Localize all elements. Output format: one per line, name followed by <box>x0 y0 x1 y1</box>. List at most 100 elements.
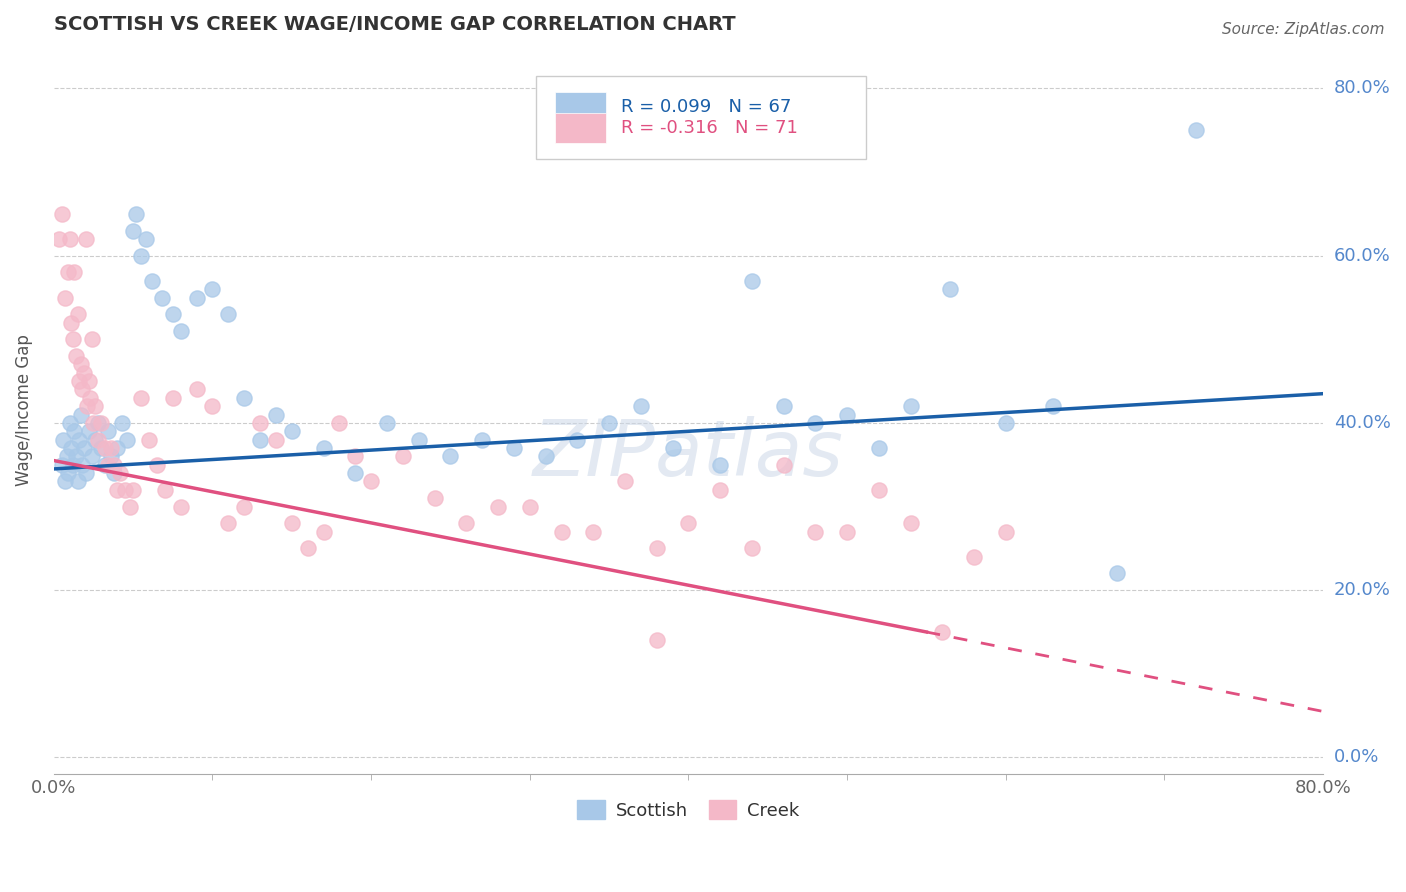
Legend: Scottish, Creek: Scottish, Creek <box>571 793 807 827</box>
Point <box>519 500 541 514</box>
Point <box>201 399 224 413</box>
Point <box>360 475 382 489</box>
Point <box>51 458 73 472</box>
Point <box>217 307 239 321</box>
Point <box>312 524 335 539</box>
Bar <box>555 92 606 122</box>
Point <box>55 450 77 464</box>
Point <box>772 458 794 472</box>
Point <box>103 458 125 472</box>
Point <box>105 441 128 455</box>
Point <box>170 324 193 338</box>
Point <box>52 433 75 447</box>
Point <box>567 433 589 447</box>
Point <box>939 282 962 296</box>
Point <box>281 516 304 531</box>
Point <box>122 483 145 497</box>
Point <box>60 441 83 455</box>
Point <box>129 249 152 263</box>
Point <box>835 408 858 422</box>
Point <box>994 524 1017 539</box>
Point <box>804 524 827 539</box>
Point <box>994 416 1017 430</box>
Bar <box>536 76 866 160</box>
Point <box>186 291 208 305</box>
Point <box>1042 399 1064 413</box>
Point <box>56 265 79 279</box>
Point <box>900 516 922 531</box>
Point <box>375 416 398 430</box>
Point <box>678 516 700 531</box>
Point <box>69 408 91 422</box>
Text: 20.0%: 20.0% <box>1334 582 1391 599</box>
Point <box>201 282 224 296</box>
Point <box>93 441 115 455</box>
Text: R = -0.316   N = 71: R = -0.316 N = 71 <box>621 120 799 137</box>
Point <box>408 433 430 447</box>
Point <box>118 500 141 514</box>
Point <box>534 450 557 464</box>
Point <box>63 265 86 279</box>
Text: Source: ZipAtlas.com: Source: ZipAtlas.com <box>1222 22 1385 37</box>
Point <box>931 624 953 639</box>
Point <box>486 500 509 514</box>
Point <box>630 399 652 413</box>
Point <box>84 399 107 413</box>
Point <box>392 450 415 464</box>
Point <box>135 232 157 246</box>
Point <box>115 433 138 447</box>
Point <box>110 466 132 480</box>
Point <box>146 458 169 472</box>
Point <box>264 408 287 422</box>
Point <box>249 433 271 447</box>
Point <box>75 232 97 246</box>
Point <box>297 541 319 556</box>
Point <box>835 524 858 539</box>
Point <box>471 433 494 447</box>
Text: ZIPatlas: ZIPatlas <box>533 416 844 492</box>
Point <box>1105 566 1128 581</box>
Point <box>598 416 620 430</box>
Point <box>170 500 193 514</box>
Point <box>53 291 76 305</box>
Text: 80.0%: 80.0% <box>1334 79 1391 97</box>
Point <box>65 349 87 363</box>
Point <box>90 416 112 430</box>
Point <box>141 274 163 288</box>
Point <box>56 466 79 480</box>
Point <box>439 450 461 464</box>
Point <box>77 374 100 388</box>
Text: 40.0%: 40.0% <box>1334 414 1391 432</box>
Point <box>150 291 173 305</box>
Point <box>67 433 90 447</box>
Point <box>645 541 668 556</box>
Point <box>249 416 271 430</box>
Point <box>423 491 446 506</box>
Point <box>100 441 122 455</box>
Point <box>62 458 84 472</box>
Point <box>48 232 70 246</box>
Point <box>312 441 335 455</box>
Point <box>129 391 152 405</box>
Point <box>661 441 683 455</box>
Text: 0.0%: 0.0% <box>1334 748 1379 766</box>
Point <box>122 224 145 238</box>
Point <box>79 391 101 405</box>
Text: R = 0.099   N = 67: R = 0.099 N = 67 <box>621 98 792 116</box>
Point <box>65 450 87 464</box>
Point <box>97 425 120 439</box>
Point <box>66 475 89 489</box>
Point <box>62 332 84 346</box>
Point <box>59 232 82 246</box>
Point <box>772 399 794 413</box>
Point <box>51 207 73 221</box>
Point <box>69 358 91 372</box>
Text: 60.0%: 60.0% <box>1334 247 1391 265</box>
Point <box>645 633 668 648</box>
Point <box>103 466 125 480</box>
Point <box>344 466 367 480</box>
Point <box>67 374 90 388</box>
Point <box>741 274 763 288</box>
Point <box>233 500 256 514</box>
Point <box>72 458 94 472</box>
